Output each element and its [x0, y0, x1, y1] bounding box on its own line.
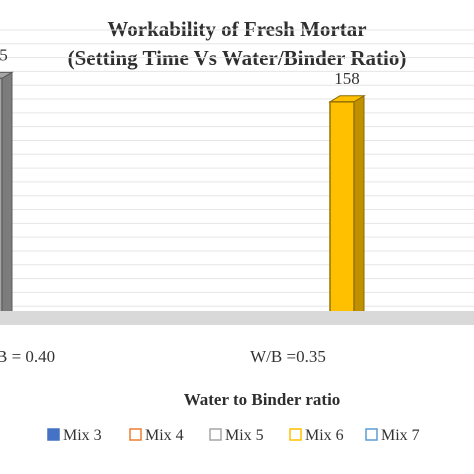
legend-swatch — [129, 428, 142, 441]
bar-mix-5 — [0, 71, 14, 321]
legend-swatch — [47, 428, 60, 441]
data-label-mix-5: 175 — [0, 45, 8, 64]
legend-swatch — [365, 428, 378, 441]
legend-label: Mix 5 — [225, 427, 264, 444]
bar-front — [0, 77, 3, 321]
legend-label: Mix 6 — [305, 427, 344, 444]
legend-item-mix-7: Mix 7 — [365, 427, 420, 444]
floor-band — [0, 311, 474, 325]
x-axis-title: Water to Binder ratio — [184, 390, 341, 409]
category-label-2: W/B =0.35 — [250, 347, 326, 366]
legend-label: Mix 4 — [145, 427, 184, 444]
data-labels-group: 0175158 — [0, 45, 360, 87]
legend-label: Mix 7 — [381, 427, 420, 444]
bar-top — [0, 71, 14, 79]
bar-side — [353, 94, 365, 321]
bars-group — [0, 71, 366, 321]
bar-front — [329, 101, 355, 321]
legend-item-mix-4: Mix 4 — [129, 427, 184, 444]
bar-mix-6 — [328, 94, 366, 321]
legend-item-mix-3: Mix 3 — [47, 427, 102, 444]
data-label-mix-6: 158 — [334, 69, 360, 88]
gridlines — [0, 29, 474, 321]
legend-swatch — [289, 428, 302, 441]
legend: Mix 3 Mix 4 Mix 5 Mix 6 Mix 7 — [47, 427, 420, 444]
legend-item-mix-6: Mix 6 — [289, 427, 344, 444]
chart-title-line-1: Workability of Fresh Mortar — [107, 17, 366, 41]
legend-swatch — [209, 428, 222, 441]
category-label-1: B = 0.40 — [0, 347, 55, 366]
legend-item-mix-5: Mix 5 — [209, 427, 264, 444]
legend-label: Mix 3 — [63, 427, 102, 444]
bar-side — [1, 71, 13, 321]
